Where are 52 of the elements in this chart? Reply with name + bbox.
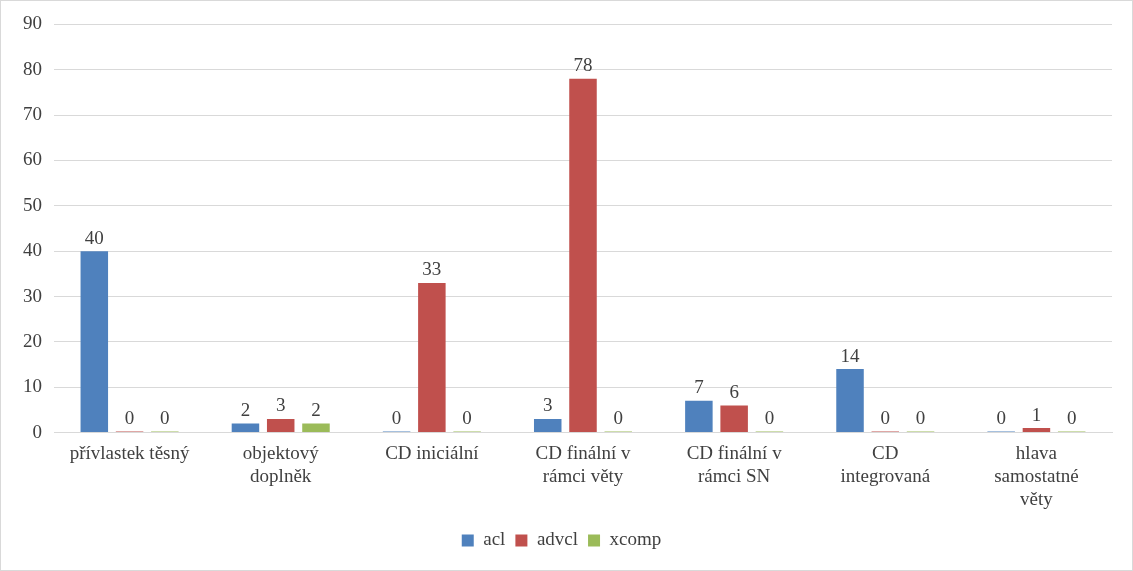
- data-label: 33: [422, 258, 442, 280]
- y-tick-label: 50: [23, 193, 42, 215]
- data-label: 78: [573, 54, 593, 76]
- data-label: 0: [915, 407, 926, 429]
- data-label: 2: [311, 399, 321, 421]
- x-tick-label: CD iniciální: [385, 441, 480, 463]
- data-label: 0: [880, 407, 891, 429]
- data-label: 0: [764, 407, 775, 429]
- y-tick-label: 80: [23, 57, 42, 79]
- bar: [418, 282, 446, 433]
- y-tick-label: 0: [32, 420, 42, 442]
- y-tick-label: 70: [23, 103, 42, 125]
- data-label: 1: [1031, 403, 1042, 425]
- bar: [720, 405, 748, 433]
- y-tick-label: 20: [23, 329, 42, 351]
- data-label: 2: [240, 399, 251, 421]
- data-label: 0: [124, 407, 135, 429]
- bar: [533, 418, 562, 433]
- legend-label: advcl: [536, 528, 579, 550]
- data-label: 0: [391, 407, 402, 429]
- bar: [569, 78, 597, 433]
- x-tick-label: přívlastek těsný: [69, 441, 190, 463]
- data-label: 3: [275, 394, 286, 416]
- data-label: 0: [1066, 407, 1077, 429]
- bar: [266, 418, 295, 433]
- y-tick-label: 10: [23, 375, 42, 397]
- bar: [80, 251, 109, 433]
- y-tick-label: 30: [23, 284, 42, 306]
- x-tick-label: CD integrovaná: [840, 441, 931, 486]
- legend-label: acl: [483, 528, 506, 550]
- bar: [302, 423, 330, 433]
- data-label: 14: [840, 344, 861, 366]
- data-label: 40: [84, 226, 104, 248]
- data-label: 6: [729, 380, 739, 402]
- data-label: 0: [160, 407, 170, 429]
- x-tick-label: CD finální v rámci věty: [535, 441, 631, 486]
- x-tick-label: objektový doplněk: [242, 441, 320, 486]
- x-tick-label: CD finální v rámci SN: [686, 441, 783, 486]
- data-label: 3: [542, 394, 553, 416]
- legend-label: xcomp: [609, 528, 662, 550]
- data-label: 7: [694, 376, 704, 398]
- bar: [1022, 428, 1051, 433]
- x-tick-label: hlava samostatné věty: [994, 441, 1079, 509]
- bar: [231, 423, 260, 433]
- data-label: 0: [996, 407, 1006, 429]
- data-label: 0: [462, 407, 472, 429]
- bar: [685, 400, 713, 433]
- y-tick-label: 60: [23, 148, 42, 170]
- y-tick-label: 40: [23, 239, 42, 261]
- bar: [836, 369, 864, 433]
- y-tick-label: 90: [23, 12, 42, 34]
- data-label: 0: [613, 407, 624, 429]
